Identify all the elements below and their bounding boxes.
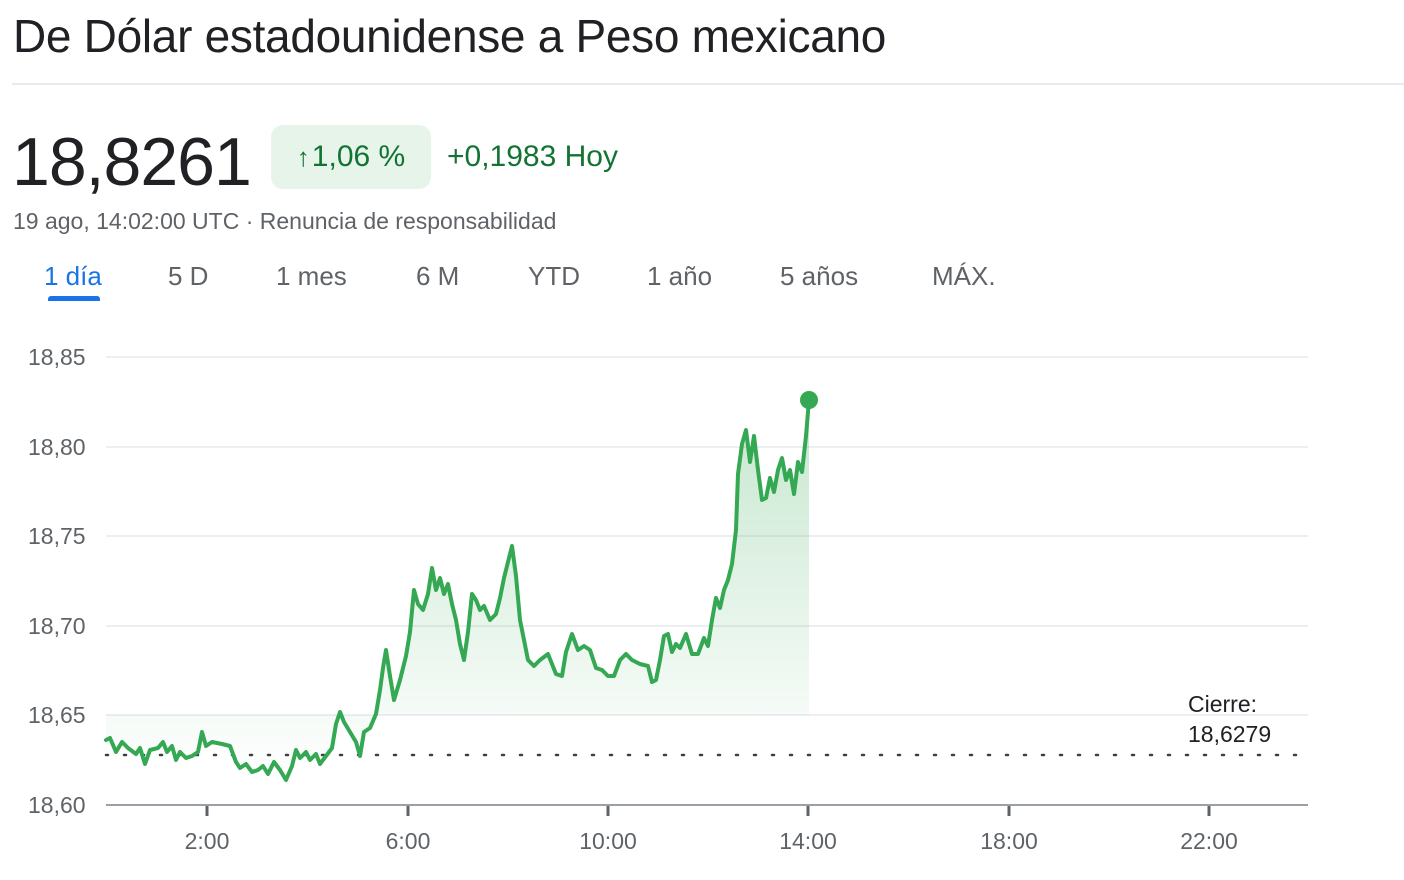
current-value-dot: [800, 391, 818, 409]
change-percent-badge: ↑1,06 %: [271, 125, 431, 189]
previous-close-label: Cierre: 18,6279: [1188, 689, 1271, 749]
timestamp-disclaimer[interactable]: 19 ago, 14:02:00 UTC · Renuncia de respo…: [13, 208, 557, 234]
y-tick-label: 18,70: [28, 613, 86, 639]
price-area: [106, 400, 809, 780]
y-tick-label: 18,60: [28, 792, 86, 818]
x-tick-label: 22:00: [1180, 828, 1238, 854]
x-tick-label: 6:00: [385, 828, 431, 854]
previous-close-title: Cierre:: [1188, 691, 1258, 717]
active-tab-indicator: [48, 296, 100, 301]
tab-1-dia[interactable]: 1 día: [44, 261, 102, 291]
y-tick-label: 18,75: [28, 523, 86, 549]
price-line: [104, 398, 811, 782]
current-price: 18,8261: [12, 124, 252, 200]
change-percent-value: 1,06 %: [311, 140, 406, 173]
x-tick-label: 14:00: [779, 828, 837, 854]
tab-5-anos[interactable]: 5 años: [780, 261, 859, 291]
tab-ytd[interactable]: YTD: [528, 261, 580, 291]
header-divider: [12, 83, 1404, 85]
range-tabs: 1 día 5 D 1 mes 6 M YTD 1 año 5 años MÁX…: [0, 258, 1100, 308]
y-tick-label: 18,80: [28, 434, 86, 460]
page-title: De Dólar estadounidense a Peso mexicano: [13, 10, 887, 62]
tab-5-d[interactable]: 5 D: [168, 261, 209, 291]
arrow-up-icon: ↑: [296, 142, 310, 172]
y-tick-label: 18,65: [28, 702, 86, 728]
x-tick-label: 10:00: [579, 828, 637, 854]
change-absolute: +0,1983 Hoy: [447, 140, 618, 173]
tab-1-mes[interactable]: 1 mes: [276, 261, 347, 291]
x-tick-label: 18:00: [980, 828, 1038, 854]
x-tick-label: 2:00: [184, 828, 230, 854]
tab-1-ano[interactable]: 1 año: [647, 261, 713, 291]
x-axis-ticks: [205, 806, 1211, 816]
tab-6-m[interactable]: 6 M: [416, 261, 460, 291]
previous-close-value: 18,6279: [1188, 721, 1272, 747]
y-tick-label: 18,85: [28, 344, 86, 370]
tab-max[interactable]: MÁX.: [932, 261, 996, 291]
